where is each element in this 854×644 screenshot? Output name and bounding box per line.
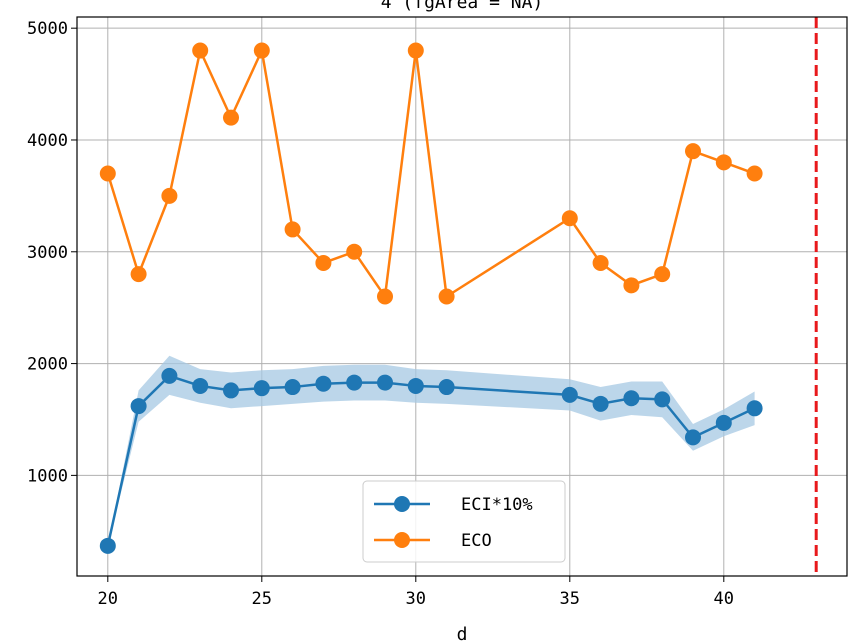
legend-label: ECI*10%: [461, 495, 533, 515]
data-point: [223, 109, 239, 126]
data-point: [685, 429, 701, 446]
data-point: [315, 375, 332, 392]
data-point: [623, 390, 640, 407]
data-point: [438, 288, 455, 305]
data-point: [192, 377, 209, 394]
data-point: [746, 400, 763, 417]
data-point: [130, 398, 147, 415]
data-point: [715, 414, 732, 431]
data-point: [161, 367, 178, 384]
y-tick-label: 1000: [27, 466, 68, 486]
x-axis: 20 25 30 35 40: [98, 576, 734, 609]
data-point: [654, 266, 671, 283]
data-point: [253, 380, 270, 397]
data-point: [561, 210, 578, 227]
legend-label: ECO: [461, 531, 492, 551]
y-tick-label: 5000: [27, 19, 68, 39]
data-point: [253, 42, 270, 59]
chart-title: 4 (fgArea = NA): [381, 0, 544, 13]
legend-marker: [394, 496, 410, 512]
y-axis: 1000 2000 3000 4000 5000: [27, 19, 77, 486]
y-tick-label: 2000: [27, 355, 68, 375]
data-point: [715, 154, 732, 171]
data-point: [654, 391, 671, 408]
plot-frame: [76, 16, 848, 577]
data-point: [377, 288, 393, 305]
data-point: [99, 537, 116, 554]
data-point: [592, 395, 609, 412]
data-point: [315, 254, 332, 271]
series-lines: [99, 42, 763, 554]
data-point: [161, 187, 178, 204]
data-point: [377, 374, 393, 391]
series-line: [106, 49, 756, 298]
data-point: [746, 165, 763, 182]
x-tick-label: 30: [406, 589, 426, 609]
data-point: [592, 254, 609, 271]
data-point: [192, 42, 209, 59]
data-point: [407, 377, 424, 394]
data-point: [407, 42, 424, 59]
data-point: [685, 143, 701, 160]
x-tick-label: 25: [252, 589, 272, 609]
data-point: [346, 243, 363, 260]
data-point: [284, 379, 301, 396]
y-tick-label: 4000: [27, 131, 68, 151]
data-point: [99, 165, 116, 182]
data-point: [130, 266, 147, 283]
x-tick-label: 35: [560, 589, 580, 609]
grid: [77, 17, 847, 576]
y-tick-label: 3000: [27, 243, 68, 263]
legend: ECI*10% ECO: [362, 480, 566, 563]
legend-marker: [394, 532, 410, 548]
x-axis-title: d: [457, 624, 468, 644]
x-tick-label: 40: [714, 589, 734, 609]
data-point: [223, 382, 239, 399]
data-point: [623, 277, 640, 294]
data-point: [438, 379, 455, 396]
legend-box: [362, 480, 566, 563]
data-point: [346, 374, 363, 391]
data-point: [561, 386, 578, 403]
x-tick-label: 20: [98, 589, 118, 609]
data-point: [284, 221, 301, 238]
